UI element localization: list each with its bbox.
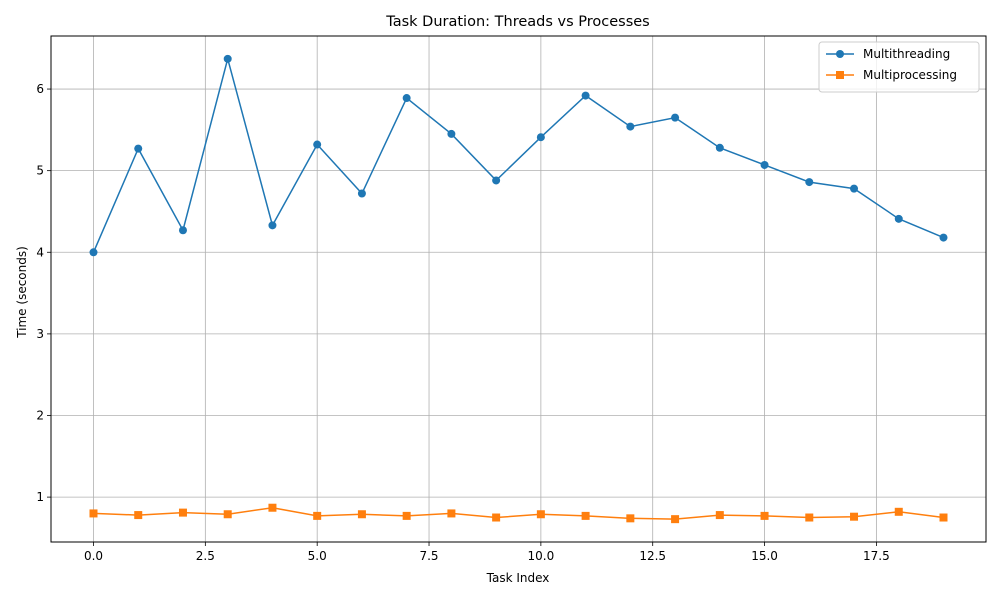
data-point [581,91,590,100]
data-point [536,510,545,519]
x-tick-label: 17.5 [863,549,890,563]
legend-label: Multithreading [863,47,950,61]
legend-box [818,41,980,93]
data-point [939,233,948,242]
data-point [134,144,143,153]
x-tick-label: 7.5 [419,549,438,563]
legend: Multithreading Multiprocessing [818,41,980,93]
data-point [268,221,277,230]
legend-item: Multithreading [826,47,950,61]
y-tick-label: 3 [36,327,44,341]
data-point [357,189,366,198]
data-point [492,513,501,522]
data-point [894,507,903,516]
chart-title: Task Duration: Threads vs Processes [385,14,649,30]
grid [51,36,986,542]
x-axis-title: Task Index [486,571,550,585]
data-point [313,140,322,149]
x-tick-label: 0.0 [84,549,103,563]
data-point [850,512,859,521]
x-tick-label: 2.5 [196,549,215,563]
data-point [223,54,232,63]
data-point [402,511,411,520]
x-tick-label: 10.0 [528,549,555,563]
data-point [447,129,456,138]
data-point [715,143,724,152]
series-multiprocessing [89,503,948,524]
y-axis-title: Time (seconds) [15,246,29,339]
series-line [92,55,944,253]
data-point [850,184,859,193]
data-point [178,508,187,517]
y-tick-label: 4 [36,245,44,259]
x-tick-label: 5.0 [308,549,327,563]
data-point [805,178,814,187]
data-point [402,94,411,103]
y-tick-label: 1 [36,490,44,504]
x-tick-label: 12.5 [639,549,666,563]
y-tick-label: 5 [36,164,44,178]
legend-label: Multiprocessing [863,68,957,82]
data-point [760,511,769,520]
y-tick-label: 6 [36,82,44,96]
series-layer [89,54,948,524]
data-point [894,214,903,223]
axis-ticks: 0.0 2.5 5.0 7.5 10.0 12.5 15.0 17.5 1 2 3 4 5 6 [36,82,889,563]
data-point [178,226,187,235]
data-point [268,503,277,512]
x-tick-label: 15.0 [751,549,778,563]
legend-marker [836,71,844,79]
legend-item: Multiprocessing [826,68,957,82]
legend-marker [836,50,844,58]
data-point [223,510,232,519]
data-point [671,515,680,524]
data-point [626,514,635,523]
series-multithreading [89,54,948,257]
data-point [581,511,590,520]
data-point [89,509,98,518]
data-point [89,248,98,257]
data-point [626,122,635,131]
series-line [93,506,944,520]
data-point [447,509,456,518]
plot-frame [50,35,987,543]
data-point [357,510,366,519]
y-tick-label: 2 [36,409,44,423]
data-point [134,511,143,520]
data-point [492,176,501,185]
data-point [760,160,769,169]
data-point [671,113,680,122]
data-point [536,133,545,142]
data-point [715,511,724,520]
data-point [313,511,322,520]
data-point [805,513,814,522]
data-point [939,513,948,522]
